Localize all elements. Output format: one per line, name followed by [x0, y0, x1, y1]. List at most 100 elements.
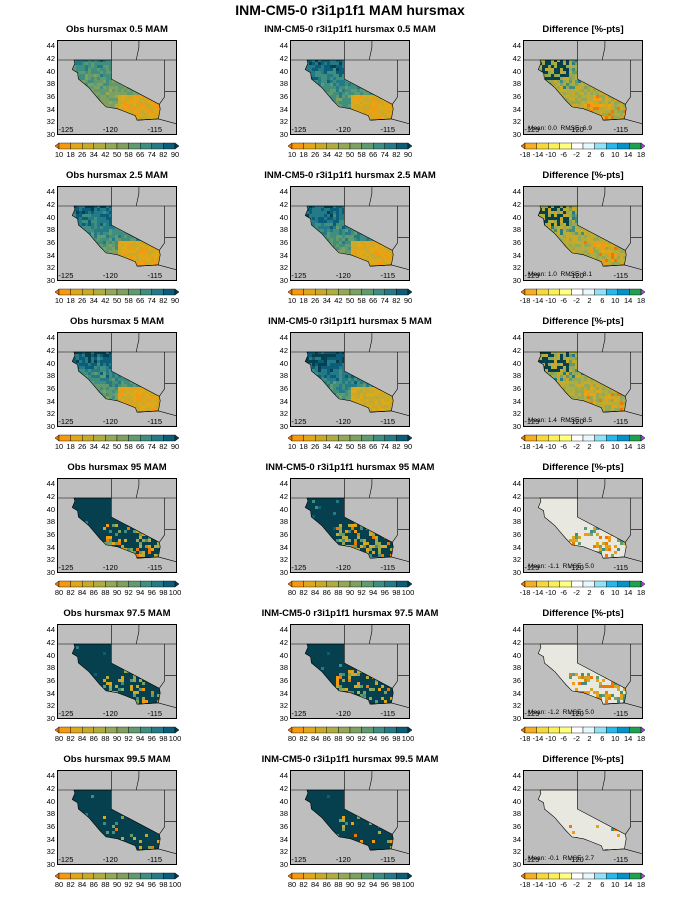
- colorbar-bin: [93, 580, 106, 588]
- lat-tick-label: 38: [503, 372, 521, 380]
- colorbar-over-arrow: [640, 580, 645, 588]
- colorbar-bin: [536, 580, 549, 588]
- lon-tick-label: -115: [376, 856, 400, 864]
- map-canvas: [524, 771, 642, 864]
- colorbar-label: 80: [284, 881, 300, 889]
- colorbar-label: 26: [74, 151, 90, 159]
- colorbar-label: 50: [342, 443, 358, 451]
- map-canvas: [58, 333, 176, 426]
- lat-tick-label: 38: [503, 518, 521, 526]
- colorbar-label: 100: [167, 589, 183, 597]
- map-canvas: [524, 41, 642, 134]
- lat-tick-label: 34: [503, 835, 521, 844]
- colorbar-bin: [116, 434, 129, 442]
- lat-tick-label: 30: [270, 277, 288, 285]
- colorbar-label: 6: [594, 443, 610, 451]
- lon-tick-label: -120: [331, 126, 355, 134]
- obs-map-panel: [57, 186, 177, 281]
- lat-tick-label: 42: [503, 493, 521, 501]
- colorbar-bin: [128, 872, 141, 880]
- lon-tick-label: -120: [564, 856, 588, 864]
- colorbar-bin: [594, 434, 607, 442]
- colorbar-bin: [139, 872, 152, 880]
- colorbar-bin: [361, 288, 374, 296]
- colorbar-bin: [629, 580, 642, 588]
- colorbar-bin: [384, 142, 397, 150]
- colorbar-bin: [372, 726, 385, 734]
- colorbar-label: 100: [400, 881, 416, 889]
- colorbar-bin: [629, 288, 642, 296]
- lon-tick-label: -125: [54, 126, 78, 134]
- colorbar-bin: [582, 726, 595, 734]
- obs-map-panel: [57, 624, 177, 719]
- colorbar-label: 2: [581, 589, 597, 597]
- colorbar-bin: [315, 726, 328, 734]
- colorbar-label: -14: [530, 881, 546, 889]
- colorbar-label: 42: [97, 151, 113, 159]
- colorbar-label: 74: [144, 151, 160, 159]
- colorbar-bin: [93, 872, 106, 880]
- colorbar: [521, 580, 645, 588]
- colorbar-bin: [559, 288, 572, 296]
- lon-tick-label: -120: [98, 126, 122, 134]
- colorbar-label: -14: [530, 297, 546, 305]
- colorbar-label: 58: [354, 151, 370, 159]
- lat-tick-label: 34: [270, 689, 288, 698]
- lat-tick-label: 40: [37, 505, 55, 514]
- colorbar-bin: [384, 434, 397, 442]
- lat-tick-label: 36: [503, 531, 521, 539]
- colorbar-label: 96: [144, 589, 160, 597]
- colorbar-bin: [559, 726, 572, 734]
- colorbar-label: 34: [86, 297, 102, 305]
- colorbar-label: 86: [319, 881, 335, 889]
- colorbar-bin: [361, 872, 374, 880]
- colorbar-label: 10: [51, 443, 67, 451]
- colorbar-label: 98: [388, 881, 404, 889]
- lat-tick-label: 30: [270, 715, 288, 723]
- lat-tick-label: 32: [270, 702, 288, 710]
- lat-tick-label: 42: [37, 785, 55, 793]
- colorbar-bin: [315, 142, 328, 150]
- lat-tick-label: 36: [37, 239, 55, 247]
- lat-tick-label: 42: [270, 493, 288, 501]
- colorbar-label: 94: [132, 881, 148, 889]
- lat-tick-label: 40: [270, 359, 288, 368]
- colorbar-label: 74: [144, 297, 160, 305]
- lat-tick-label: 36: [37, 385, 55, 393]
- colorbar-over-arrow: [640, 434, 645, 442]
- diff-map-panel: Mean: -0.1 RMSE: 2.7: [523, 770, 643, 865]
- lat-tick-label: 42: [37, 347, 55, 355]
- colorbar-bin: [315, 288, 328, 296]
- lat-tick-label: 40: [37, 651, 55, 660]
- colorbar-bin: [548, 872, 561, 880]
- lat-tick-label: 44: [503, 334, 521, 342]
- colorbar-label: 18: [633, 443, 649, 451]
- colorbar: [288, 142, 412, 150]
- lat-tick-label: 40: [37, 213, 55, 222]
- colorbar-bin: [139, 142, 152, 150]
- colorbar-bin: [571, 434, 584, 442]
- lat-tick-label: 38: [37, 372, 55, 380]
- lat-tick-label: 40: [37, 797, 55, 806]
- colorbar-label: 90: [167, 297, 183, 305]
- map-canvas: [524, 187, 642, 280]
- lat-tick-label: 36: [270, 823, 288, 831]
- colorbar-label: 18: [63, 151, 79, 159]
- colorbar-bin: [128, 726, 141, 734]
- colorbar-label: 18: [296, 443, 312, 451]
- colorbar-bin: [82, 288, 95, 296]
- obs-panel-title: Obs hursmax 97.5 MAM: [17, 608, 217, 619]
- colorbar-label: 18: [63, 297, 79, 305]
- colorbar-label: 58: [121, 443, 137, 451]
- colorbar-label: 92: [121, 881, 137, 889]
- colorbar-label: 84: [307, 881, 323, 889]
- colorbar-bin: [605, 434, 618, 442]
- model-map-panel: [290, 770, 410, 865]
- colorbar-over-arrow: [174, 142, 179, 150]
- colorbar-label: 6: [594, 881, 610, 889]
- diff-panel-title: Difference [%-pts]: [483, 462, 683, 473]
- lat-tick-label: 32: [270, 118, 288, 126]
- colorbar-bin: [326, 142, 339, 150]
- lon-tick-label: -120: [98, 564, 122, 572]
- colorbar-bin: [128, 142, 141, 150]
